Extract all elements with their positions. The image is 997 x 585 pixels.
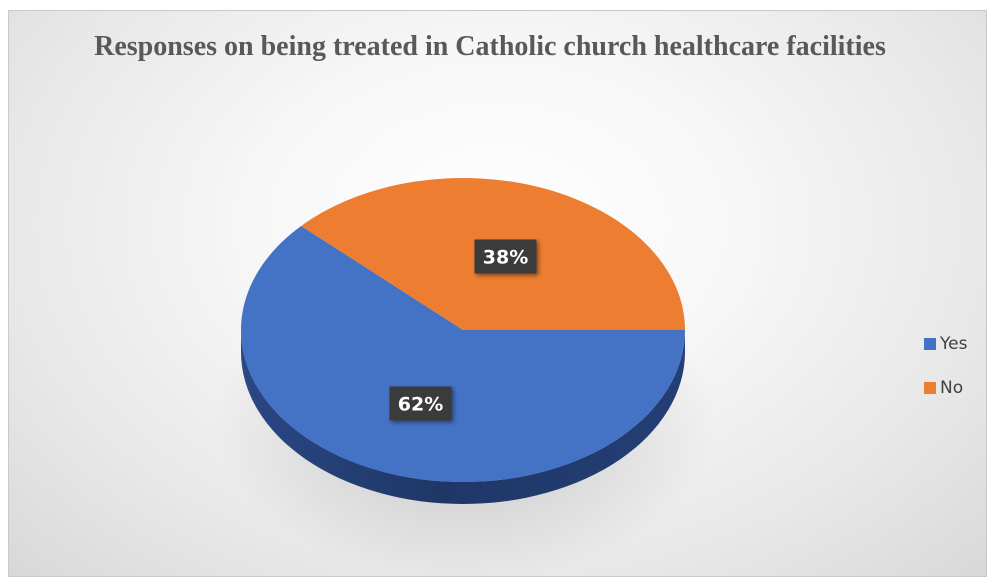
legend: Yes No xyxy=(924,332,967,420)
pie-slice-yes xyxy=(241,225,686,482)
legend-item-no: No xyxy=(924,376,967,400)
legend-label-no: No xyxy=(940,378,964,398)
legend-label-yes: Yes xyxy=(940,334,968,354)
data-label-no: 38% xyxy=(474,239,537,274)
data-label-box-yes xyxy=(389,386,452,421)
legend-swatch-yes xyxy=(924,338,936,350)
legend-item-yes: Yes xyxy=(924,332,967,356)
chart-title: Responses on being treated in Catholic c… xyxy=(94,31,886,62)
data-label-yes: 62% xyxy=(389,386,452,421)
data-label-text-no: 38% xyxy=(483,247,528,269)
data-label-box-no xyxy=(474,239,537,274)
data-label-text-yes: 62% xyxy=(398,393,443,415)
legend-swatch-no xyxy=(924,382,936,394)
